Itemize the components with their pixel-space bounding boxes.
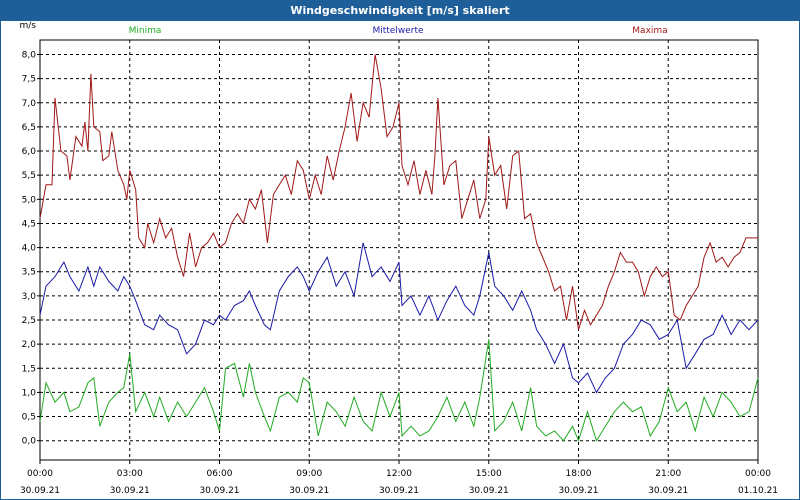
legend-item-mittelwerte: Mittelwerte <box>372 26 423 36</box>
x-tick-label-date: 30.09.21 <box>469 486 509 496</box>
x-tick-label-time: 09:00 <box>296 469 322 479</box>
x-tick-label-time: 21:00 <box>655 469 681 479</box>
series-line-mittelwerte <box>39 242 759 394</box>
x-tick-label-date: 30.09.21 <box>20 486 60 496</box>
legend: Minima Mittelwerte Maxima <box>129 26 668 36</box>
y-tick-label: 2,5 <box>22 316 36 326</box>
y-tick-label: 6,0 <box>22 147 37 157</box>
y-tick-label: 4,5 <box>22 219 36 229</box>
series-lines <box>39 54 759 443</box>
y-axis-unit: m/s <box>20 21 37 31</box>
y-tick-label: 0,5 <box>22 413 36 423</box>
y-tick-label: 5,0 <box>22 195 37 205</box>
x-tick-label-date: 30.09.21 <box>199 486 239 496</box>
y-tick-label: 1,0 <box>22 388 37 398</box>
x-tick-label-time: 00:00 <box>27 469 53 479</box>
x-tick-label-date: 30.09.21 <box>379 486 419 496</box>
x-tick-label-time: 15:00 <box>476 469 502 479</box>
y-tick-label: 7,5 <box>22 75 36 85</box>
chart-title: Windgeschwindigkeit [m/s] skaliert <box>1 1 799 21</box>
y-tick-label: 3,0 <box>22 292 37 302</box>
y-tick-label: 1,5 <box>22 364 36 374</box>
x-tick-label-time: 06:00 <box>207 469 233 479</box>
x-tick-label-date: 30.09.21 <box>110 486 150 496</box>
legend-item-minima: Minima <box>129 26 162 36</box>
x-tick-label-date: 30.09.21 <box>289 486 329 496</box>
y-tick-label: 2,0 <box>22 340 37 350</box>
x-tick-label-date: 30.09.21 <box>648 486 688 496</box>
x-tick-label-time: 18:00 <box>566 469 592 479</box>
y-tick-label: 8,0 <box>22 50 37 60</box>
y-tick-label: 5,5 <box>22 171 36 181</box>
y-tick-label: 6,5 <box>22 123 36 133</box>
x-tick-label-date: 01.10.21 <box>738 486 778 496</box>
legend-item-maxima: Maxima <box>632 26 667 36</box>
y-tick-label: 3,5 <box>22 268 36 278</box>
x-tick-label-time: 00:00 <box>745 469 771 479</box>
y-tick-label: 0,0 <box>22 437 37 447</box>
axes: 0,0 0,5 1,0 1,5 2,0 2,5 3,0 3,5 4,0 4,5 5,0 5,5 6,0 6… <box>20 21 779 496</box>
x-tick-label-date: 30.09.21 <box>558 486 598 496</box>
series-line-maxima <box>39 54 758 330</box>
series-line-minima <box>39 339 759 443</box>
x-tick-label-time: 12:00 <box>386 469 412 479</box>
y-tick-label: 7,0 <box>22 99 37 109</box>
x-tick-label-time: 03:00 <box>117 469 143 479</box>
y-tick-label: 4,0 <box>22 244 37 254</box>
